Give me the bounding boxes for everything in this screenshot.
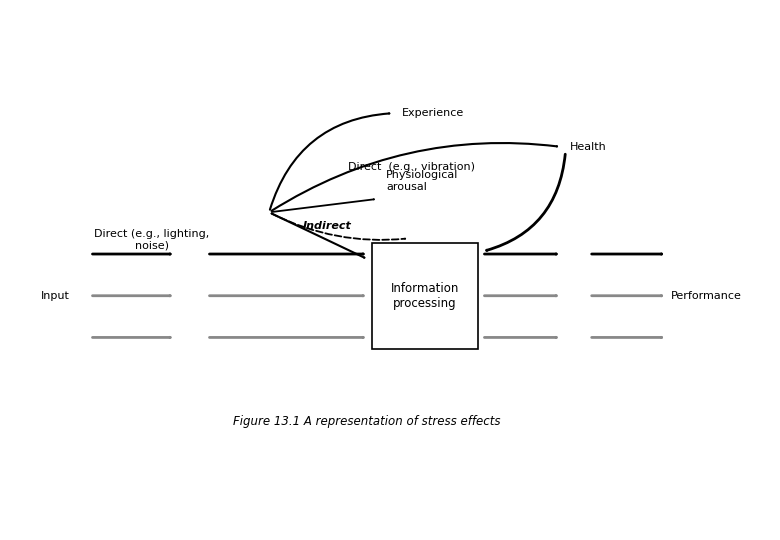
Text: Physiological
arousal: Physiological arousal <box>386 171 459 192</box>
Text: 고려대학교 산업경영공학과: 고려대학교 산업경영공학과 <box>613 501 760 520</box>
Text: Experience: Experience <box>402 108 464 118</box>
Text: Figure 13.1 A representation of stress effects: Figure 13.1 A representation of stress e… <box>233 415 500 428</box>
Text: Health: Health <box>569 142 606 152</box>
Text: Input: Input <box>41 291 70 301</box>
Text: Direct  (e.g., vibration): Direct (e.g., vibration) <box>349 162 475 172</box>
Bar <box>373 243 477 349</box>
Text: Information
processing: Information processing <box>391 282 459 310</box>
Text: Direct (e.g., lighting,
noise): Direct (e.g., lighting, noise) <box>94 228 210 250</box>
Text: IMEN 315 인라공학: IMEN 315 인라공학 <box>648 8 760 22</box>
Text: Indirect: Indirect <box>303 221 352 231</box>
Text: Performance: Performance <box>671 291 742 301</box>
